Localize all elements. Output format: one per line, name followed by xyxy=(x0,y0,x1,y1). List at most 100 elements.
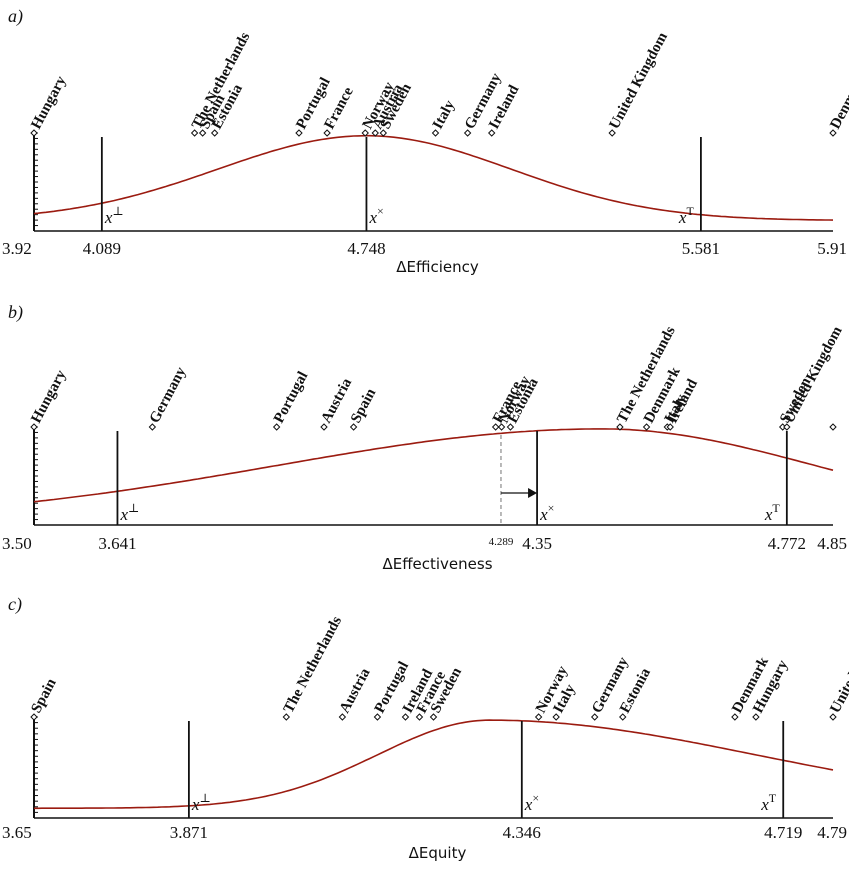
density-curve xyxy=(34,719,834,810)
country-point xyxy=(619,713,627,721)
country-point xyxy=(429,713,438,721)
threshold-superscript: × xyxy=(377,204,384,218)
country-point xyxy=(608,129,616,137)
country-label: United Kingdom xyxy=(827,613,849,716)
x-tick-label: 4.772 xyxy=(768,534,806,553)
country-point xyxy=(320,423,328,431)
x-tick-label: 3.92 xyxy=(2,239,32,258)
country-label: United Kingdom xyxy=(781,323,846,426)
country-point xyxy=(497,423,506,431)
x-tick-label: 3.641 xyxy=(98,534,136,553)
country-point xyxy=(642,423,651,431)
country-point xyxy=(491,423,500,431)
x-tick-label: 3.65 xyxy=(2,823,32,842)
country-label: Hungary xyxy=(28,367,69,426)
x-tick-label: 4.719 xyxy=(764,823,802,842)
threshold-label: x× xyxy=(539,501,554,524)
threshold-label: x⊥ xyxy=(191,791,211,814)
country-point xyxy=(373,713,382,721)
country-label: United Kingdom xyxy=(607,29,672,132)
country-point xyxy=(731,713,739,721)
x-tick-label: 4.289 xyxy=(489,536,514,548)
country-label: Denmark xyxy=(827,70,849,132)
country-label: Germany xyxy=(147,364,190,426)
threshold-superscript: ⊥ xyxy=(112,204,123,218)
country-point xyxy=(371,129,379,137)
country-point xyxy=(752,713,760,721)
panel-label: a) xyxy=(8,6,23,27)
threshold-superscript: T xyxy=(772,501,780,515)
threshold-label: xT xyxy=(764,501,781,524)
threshold-label: xT xyxy=(760,791,777,814)
x-tick-label: 4.748 xyxy=(347,239,385,258)
threshold-symbol: x xyxy=(764,505,773,524)
threshold-symbol: x xyxy=(524,795,533,814)
density-curve xyxy=(33,134,834,221)
country-point xyxy=(534,713,543,721)
density-curve xyxy=(33,428,834,503)
country-point xyxy=(829,713,837,721)
country-point xyxy=(488,129,496,137)
country-point xyxy=(198,129,207,137)
x-tick-label: 4.85 xyxy=(817,534,847,553)
country-label: Italy xyxy=(430,97,458,131)
country-point xyxy=(401,713,410,721)
threshold-superscript: × xyxy=(532,791,539,805)
threshold-symbol: x xyxy=(539,505,548,524)
threshold-superscript: T xyxy=(686,204,694,218)
country-point xyxy=(829,129,837,137)
country-point xyxy=(30,129,38,137)
country-point xyxy=(666,423,674,431)
country-point xyxy=(30,423,38,431)
country-point xyxy=(415,713,424,721)
country-label: Austria xyxy=(337,665,374,716)
threshold-label: xT xyxy=(678,204,695,227)
country-point xyxy=(282,713,291,721)
country-point xyxy=(379,129,388,137)
country-point xyxy=(349,423,358,431)
country-point xyxy=(829,423,837,431)
threshold-label: x× xyxy=(368,204,383,227)
country-point xyxy=(323,129,331,137)
x-tick-label: 5.581 xyxy=(682,239,720,258)
threshold-symbol: x xyxy=(119,505,128,524)
threshold-label: x× xyxy=(524,791,539,814)
x-tick-label: 4.35 xyxy=(522,534,552,553)
country-point xyxy=(210,129,219,137)
threshold-symbol: x xyxy=(191,795,200,814)
x-tick-label: 3.50 xyxy=(2,534,32,553)
country-label: Portugal xyxy=(271,369,311,426)
country-point xyxy=(431,129,440,137)
country-label: Hungary xyxy=(28,73,69,132)
country-label: The Netherlands xyxy=(281,614,345,716)
threshold-superscript: ⊥ xyxy=(199,791,210,805)
country-point xyxy=(295,129,303,137)
x-axis-label: ΔEfficiency xyxy=(396,258,479,276)
x-tick-label: 4.79 xyxy=(817,823,847,842)
country-point xyxy=(506,423,515,431)
x-tick-label: 4.089 xyxy=(83,239,121,258)
country-point xyxy=(272,423,281,431)
threshold-symbol: x xyxy=(760,795,769,814)
country-point xyxy=(190,129,199,137)
panel-label: b) xyxy=(8,302,23,323)
shift-arrow-head xyxy=(528,488,538,498)
country-point xyxy=(552,713,560,721)
x-tick-label: 5.91 xyxy=(817,239,847,258)
threshold-symbol: x xyxy=(104,208,113,227)
country-point xyxy=(361,129,369,137)
threshold-symbol: x xyxy=(678,208,687,227)
country-point xyxy=(616,423,624,431)
threshold-superscript: T xyxy=(769,791,777,805)
country-point xyxy=(148,423,157,431)
country-point xyxy=(338,713,347,721)
threshold-label: x⊥ xyxy=(119,501,139,524)
country-point xyxy=(590,713,599,721)
threshold-superscript: ⊥ xyxy=(128,501,139,515)
panel-label: c) xyxy=(8,594,22,615)
country-point xyxy=(463,129,472,137)
x-tick-label: 4.346 xyxy=(503,823,541,842)
threshold-symbol: x xyxy=(368,208,377,227)
x-tick-label: 3.871 xyxy=(170,823,208,842)
